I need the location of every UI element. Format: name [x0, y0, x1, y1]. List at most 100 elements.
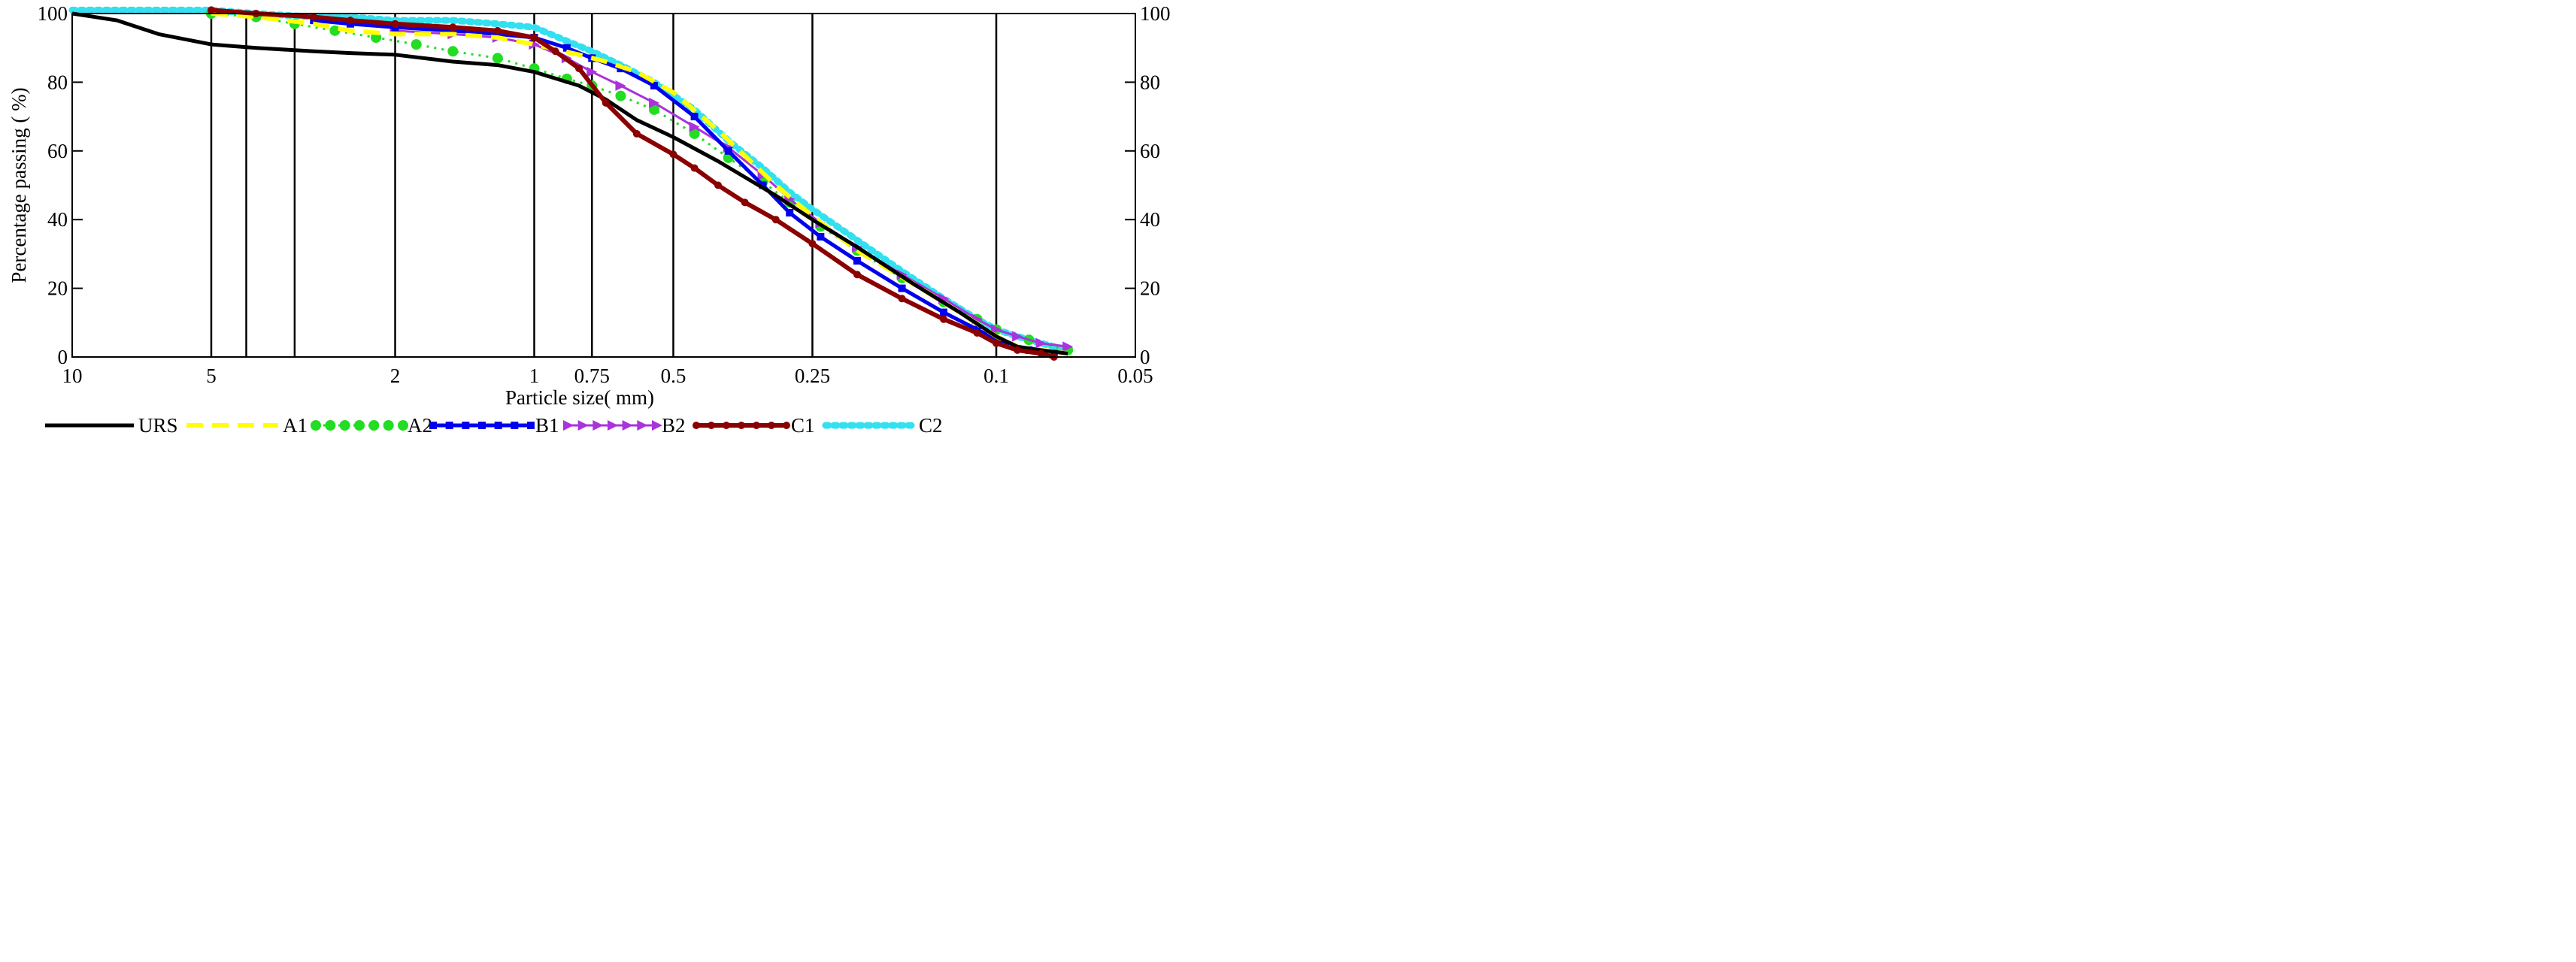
x-tick-label: 2: [390, 365, 401, 387]
legend-marker: [608, 420, 618, 431]
x-tick-label: 0.5: [661, 365, 686, 387]
point-b1: [898, 284, 906, 292]
point-a2: [329, 25, 341, 36]
point-c1: [346, 17, 354, 25]
legend-marker: [738, 422, 745, 429]
x-axis-title: Particle size( mm): [505, 386, 654, 409]
point-c1: [530, 33, 538, 41]
point-b1: [690, 113, 699, 121]
point-c1: [973, 329, 981, 337]
x-tick-label: 10: [62, 365, 83, 387]
legend-marker: [622, 420, 633, 431]
x-tick-label: 1: [529, 365, 540, 387]
point-c1: [632, 129, 641, 138]
legend-marker: [692, 422, 700, 429]
point-c1: [551, 47, 559, 56]
legend-marker: [494, 422, 502, 429]
plot-frame: [71, 13, 1136, 358]
data-series: [68, 6, 1074, 361]
y-tick-label-left: 20: [47, 277, 68, 300]
point-b1: [759, 181, 767, 189]
point-c1: [449, 23, 457, 32]
point-c1: [741, 198, 749, 207]
point-c1: [1037, 349, 1045, 358]
y-axis-title: Percentage passing ( %): [8, 87, 30, 283]
point-c1: [310, 13, 318, 21]
legend-marker: [723, 422, 730, 429]
point-b2: [1035, 337, 1047, 349]
point-a2: [649, 104, 660, 115]
y-tick-label-left: 0: [58, 346, 68, 368]
point-b2: [689, 121, 700, 132]
point-c1: [669, 150, 677, 159]
point-b1: [562, 44, 571, 52]
x-tick-label: 0.25: [795, 365, 830, 387]
point-c1: [993, 339, 1001, 347]
point-b2: [615, 80, 626, 91]
legend-marker: [652, 420, 662, 431]
legend-marker: [478, 422, 486, 429]
y-tick-label-left: 60: [47, 140, 68, 162]
point-c1: [771, 216, 780, 224]
point-c1: [391, 20, 399, 28]
legend-marker: [563, 420, 574, 431]
legend-marker: [708, 422, 715, 429]
legend-marker: [429, 422, 437, 429]
point-a2: [689, 128, 700, 139]
point-c1: [493, 26, 502, 35]
legend-marker: [462, 422, 470, 429]
point-c1: [808, 240, 817, 248]
legend-marker: [354, 420, 365, 431]
point-b2: [649, 97, 660, 108]
legend-marker: [383, 420, 394, 431]
legend: URS A1 A2 B1 B2 C1 C2: [45, 414, 943, 437]
legend-marker: [339, 420, 350, 431]
x-tick-label: 0.1: [983, 365, 1009, 387]
y-tick-label-right: 20: [1140, 277, 1160, 300]
point-a2: [492, 53, 503, 64]
legend-marker: [311, 420, 321, 431]
legend-marker: [325, 420, 336, 431]
point-c1: [1014, 346, 1022, 354]
point-c1: [602, 98, 610, 107]
x-tick-label: 0.05: [1117, 365, 1153, 387]
point-b2: [1012, 331, 1023, 342]
point-b1: [939, 308, 947, 316]
legend-marker: [577, 420, 589, 431]
legend-marker: [398, 420, 408, 431]
point-b1: [724, 147, 732, 155]
point-b1: [650, 81, 659, 89]
point-b2: [1062, 341, 1074, 352]
x-tick-label: 5: [206, 365, 217, 387]
x-tick-label: 0.75: [574, 365, 610, 387]
legend-label-a2: A2: [408, 414, 432, 437]
legend-marker: [527, 422, 535, 429]
legend-label-c2: C2: [919, 414, 943, 437]
point-b1: [786, 209, 794, 217]
point-c1: [939, 315, 947, 323]
point-c1: [575, 65, 583, 73]
series-line-b2: [395, 29, 1068, 348]
legend-marker: [753, 422, 760, 429]
point-c1: [690, 164, 699, 172]
point-c1: [714, 181, 723, 189]
legend-marker: [511, 422, 519, 429]
legend-marker: [592, 420, 604, 431]
point-b1: [853, 257, 862, 265]
y-tick-label-right: 40: [1140, 208, 1160, 231]
legend-marker: [783, 422, 790, 429]
y-tick-label-right: 100: [1140, 2, 1171, 25]
series-line-b1: [314, 18, 1055, 355]
legend-marker: [768, 422, 775, 429]
legend-label-c1: C1: [791, 414, 815, 437]
point-c1: [898, 295, 906, 303]
y-tick-label-right: 60: [1140, 140, 1160, 162]
y-tick-label-right: 0: [1140, 346, 1150, 368]
point-a2: [447, 46, 459, 57]
point-b1: [817, 233, 825, 241]
point-c1: [207, 6, 215, 14]
point-b2: [586, 66, 598, 77]
series-line-c1: [211, 8, 1055, 359]
